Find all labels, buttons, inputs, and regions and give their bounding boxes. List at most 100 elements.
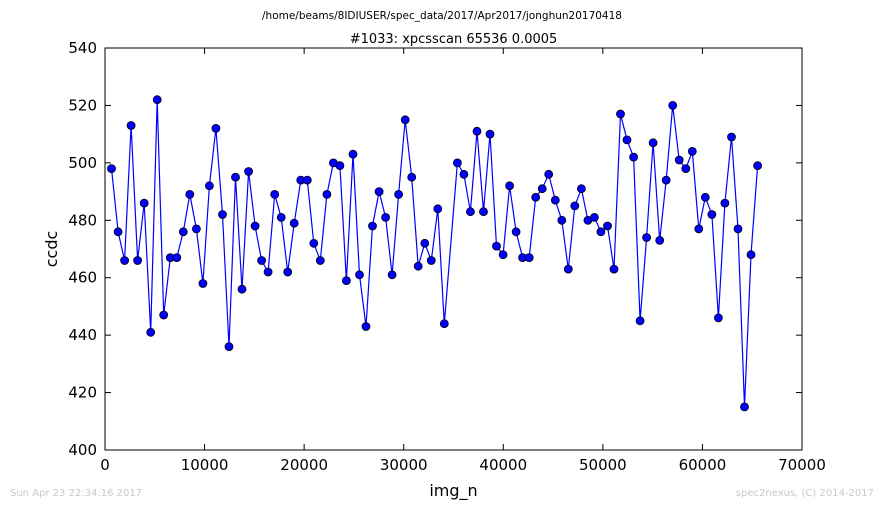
data-point bbox=[557, 215, 567, 225]
data-point bbox=[733, 224, 743, 234]
data-point bbox=[687, 146, 697, 156]
data-point bbox=[146, 327, 156, 337]
data-point bbox=[211, 123, 221, 133]
data-point bbox=[577, 184, 586, 194]
data-point bbox=[465, 207, 475, 217]
data-point bbox=[563, 264, 573, 274]
data-point bbox=[426, 256, 436, 265]
data-point bbox=[570, 201, 580, 211]
data-point bbox=[309, 238, 319, 248]
data-point bbox=[257, 256, 267, 265]
y-tick-label: 500 bbox=[68, 154, 97, 172]
data-point bbox=[400, 115, 410, 125]
footer-credit: spec2nexus, (C) 2014-2017 bbox=[735, 488, 874, 499]
data-point bbox=[185, 189, 195, 199]
data-point bbox=[152, 95, 162, 105]
data-point bbox=[283, 267, 293, 277]
axis-tick-labels: 0 10000 20000 30000 40000 50000 60000 70000 400 4… bbox=[68, 39, 826, 474]
data-point bbox=[178, 227, 188, 237]
data-point bbox=[648, 138, 658, 148]
y-tick-label: 460 bbox=[68, 269, 97, 287]
data-point bbox=[315, 256, 325, 265]
data-point bbox=[720, 198, 730, 208]
data-point bbox=[381, 212, 391, 222]
x-tick-label: 50000 bbox=[579, 456, 627, 474]
data-point bbox=[250, 221, 260, 231]
y-tick-label: 420 bbox=[68, 384, 97, 402]
series-markers bbox=[107, 95, 762, 412]
x-tick-label: 60000 bbox=[679, 456, 727, 474]
data-point bbox=[642, 233, 651, 242]
data-point bbox=[368, 221, 377, 231]
data-point bbox=[505, 181, 515, 191]
x-tick-label: 30000 bbox=[380, 456, 428, 474]
data-point bbox=[596, 227, 606, 237]
x-tick-label: 20000 bbox=[280, 456, 328, 474]
y-axis-label: ccdc bbox=[42, 231, 61, 268]
data-point bbox=[204, 181, 214, 191]
data-point bbox=[237, 284, 247, 294]
data-point bbox=[531, 192, 541, 202]
data-point bbox=[629, 152, 638, 162]
data-point bbox=[511, 227, 521, 237]
data-point bbox=[276, 212, 286, 222]
data-point bbox=[231, 172, 240, 182]
data-point bbox=[681, 164, 691, 174]
data-point bbox=[452, 158, 462, 168]
axis-ticks bbox=[104, 47, 803, 451]
data-point bbox=[707, 210, 717, 219]
data-point bbox=[635, 316, 645, 326]
data-point bbox=[107, 164, 116, 174]
data-point bbox=[139, 198, 149, 208]
data-point bbox=[218, 210, 227, 219]
footer-timestamp: Sun Apr 23 22:34:16 2017 bbox=[10, 488, 143, 499]
data-point bbox=[740, 402, 749, 412]
data-point bbox=[479, 207, 488, 217]
data-point bbox=[544, 169, 554, 179]
data-point bbox=[413, 261, 423, 271]
data-point bbox=[661, 175, 671, 185]
data-point bbox=[700, 192, 710, 202]
x-tick-label: 40000 bbox=[479, 456, 527, 474]
x-tick-label: 70000 bbox=[778, 456, 826, 474]
data-point bbox=[244, 167, 254, 176]
data-point bbox=[727, 132, 736, 142]
data-point bbox=[224, 342, 234, 352]
data-point bbox=[394, 189, 404, 199]
data-point bbox=[492, 241, 501, 251]
data-point bbox=[172, 253, 182, 263]
y-tick-label: 440 bbox=[68, 326, 97, 344]
data-point bbox=[694, 224, 704, 234]
data-point bbox=[133, 256, 143, 265]
data-point bbox=[355, 270, 364, 280]
y-tick-label: 540 bbox=[68, 39, 97, 57]
data-point bbox=[126, 121, 136, 130]
data-point bbox=[341, 276, 351, 286]
data-point bbox=[622, 135, 632, 145]
x-tick-label: 10000 bbox=[181, 456, 229, 474]
data-point bbox=[746, 250, 756, 260]
data-point bbox=[120, 256, 129, 265]
data-point bbox=[668, 101, 678, 110]
data-point bbox=[322, 189, 332, 199]
data-point bbox=[603, 221, 612, 231]
data-point bbox=[407, 172, 417, 182]
data-point bbox=[191, 224, 201, 234]
figure-suptitle: /home/beams/8IDIUSER/spec_data/2017/Apr2… bbox=[262, 10, 622, 22]
data-point bbox=[361, 322, 371, 331]
data-point bbox=[348, 149, 358, 159]
data-point bbox=[270, 189, 280, 199]
data-point bbox=[433, 204, 443, 214]
data-point bbox=[590, 212, 599, 222]
data-point bbox=[263, 267, 273, 277]
data-point bbox=[374, 187, 384, 197]
data-point bbox=[387, 270, 397, 280]
data-point bbox=[609, 264, 619, 274]
data-point bbox=[714, 313, 723, 323]
data-point bbox=[524, 253, 534, 263]
data-point bbox=[616, 109, 625, 119]
data-point bbox=[198, 279, 208, 288]
data-point bbox=[302, 175, 312, 185]
plot-area bbox=[104, 47, 803, 451]
